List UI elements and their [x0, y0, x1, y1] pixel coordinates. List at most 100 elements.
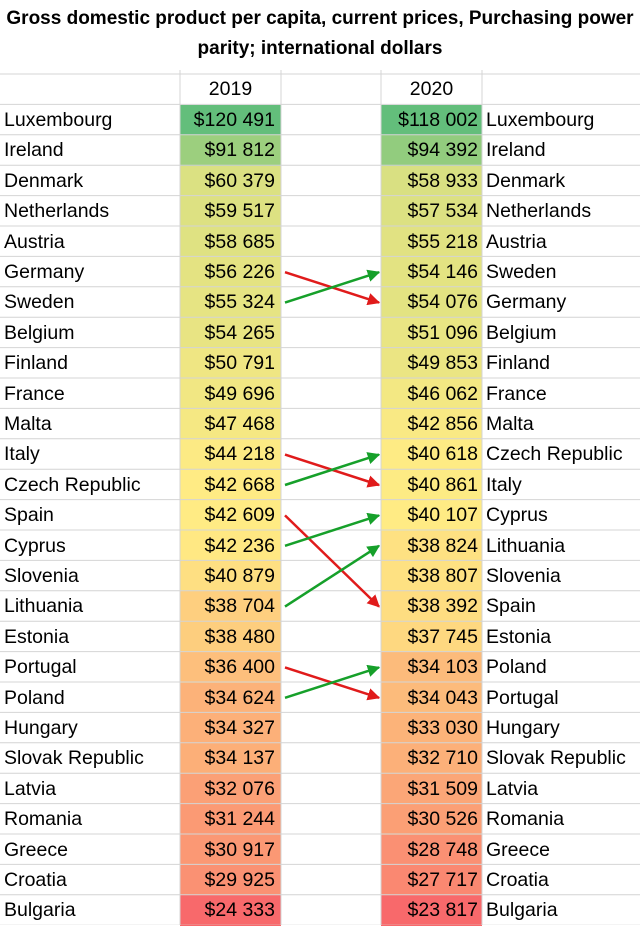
country-label-2020: Malta: [486, 413, 534, 435]
country-label-2020: Belgium: [486, 321, 557, 344]
country-label-2019: Germany: [4, 261, 85, 283]
country-label-2020: Italy: [486, 473, 522, 496]
value-2020: $38 824: [381, 530, 482, 561]
value-2019: $55 324: [180, 287, 281, 318]
country-label-2019: Poland: [4, 686, 65, 709]
value-2020: $55 218: [381, 226, 482, 257]
value-2020: $46 062: [381, 378, 482, 409]
value-2020: $28 748: [381, 834, 482, 865]
value-2020: $34 043: [381, 682, 482, 713]
country-label-2020: Luxembourg: [486, 109, 595, 131]
country-label-2020: Croatia: [486, 869, 549, 891]
country-label-2020: Romania: [486, 808, 565, 831]
country-label-2019: Czech Republic: [4, 473, 141, 496]
value-2019: $49 696: [180, 378, 281, 409]
year-header-2020: 2020: [409, 78, 454, 100]
value-2019: $38 704: [180, 591, 281, 622]
country-label-2020: Cyprus: [486, 504, 548, 527]
country-label-2019: Ireland: [4, 139, 64, 162]
country-label-2019: Latvia: [4, 777, 57, 800]
value-2020: $34 103: [381, 652, 482, 683]
country-label-2019: France: [4, 382, 65, 405]
country-label-2020: Poland: [486, 656, 547, 679]
country-label-2019: Netherlands: [4, 200, 110, 223]
value-2019: $59 517: [180, 196, 281, 227]
country-label-2020: Denmark: [486, 169, 566, 192]
rank-change-arrow-up: [284, 269, 381, 304]
value-2020: $118 002: [381, 105, 482, 136]
value-2019: $38 480: [180, 621, 281, 653]
value-2019: $24 333: [180, 895, 281, 926]
country-label-2020: Sweden: [486, 261, 557, 283]
value-2020: $27 717: [381, 865, 482, 896]
rank-change-arrow-down: [284, 453, 381, 488]
country-label-2019: Portugal: [4, 656, 77, 679]
country-label-2019: Cyprus: [4, 534, 66, 557]
rank-change-arrow-down: [284, 514, 380, 608]
value-2020: $42 856: [381, 409, 482, 440]
value-2019: $36 400: [180, 652, 281, 683]
value-2020: $33 030: [381, 713, 482, 744]
country-label-2020: Lithuania: [486, 534, 566, 557]
country-label-2020: Greece: [486, 838, 550, 861]
country-label-2019: Finland: [4, 352, 68, 375]
value-2019: $44 218: [180, 439, 281, 470]
country-label-2020: Ireland: [486, 139, 546, 162]
value-2019: $34 327: [180, 713, 281, 744]
country-label-2020: Austria: [486, 230, 547, 253]
value-2019: $56 226: [180, 257, 281, 288]
value-2019: $42 236: [180, 530, 281, 561]
value-2019: $42 609: [180, 500, 281, 531]
country-label-2019: Austria: [4, 230, 65, 253]
chart-title: Gross domestic product per capita, curre…: [6, 8, 634, 59]
country-label-2020: Czech Republic: [486, 443, 623, 466]
country-label-2019: Luxembourg: [4, 109, 113, 131]
value-2020: $51 096: [381, 317, 482, 349]
country-label-2019: Denmark: [4, 169, 84, 192]
value-2020: $31 509: [381, 773, 482, 805]
country-label-2020: Bulgaria: [486, 899, 558, 922]
value-2019: $42 668: [180, 469, 281, 501]
value-2020: $38 807: [381, 561, 482, 592]
value-2020: $57 534: [381, 196, 482, 227]
country-label-2020: Finland: [486, 352, 550, 375]
rank-change-arrow-up: [284, 512, 381, 547]
country-label-2020: Portugal: [486, 686, 559, 709]
value-2019: $34 137: [180, 743, 281, 774]
value-2019: $120 491: [180, 105, 281, 136]
value-2020: $54 146: [381, 257, 482, 288]
value-2019: $30 917: [180, 834, 281, 865]
country-label-2019: Sweden: [4, 291, 75, 314]
value-2019: $58 685: [180, 226, 281, 257]
rank-change-arrow-down: [284, 666, 381, 701]
value-2020: $58 933: [381, 165, 482, 197]
value-2019: $31 244: [180, 804, 281, 835]
value-2019: $29 925: [180, 865, 281, 896]
country-label-2019: Bulgaria: [4, 899, 76, 922]
country-label-2020: Slovak Republic: [486, 747, 626, 770]
country-label-2020: Slovenia: [486, 565, 561, 587]
country-label-2019: Slovak Republic: [4, 747, 144, 770]
value-2019: $91 812: [180, 135, 281, 166]
value-2020: $23 817: [381, 895, 482, 926]
value-2019: $54 265: [180, 317, 281, 349]
value-2020: $37 745: [381, 621, 482, 653]
country-label-2019: Lithuania: [4, 595, 84, 618]
country-label-2019: Hungary: [4, 717, 78, 739]
value-2020: $49 853: [381, 348, 482, 379]
value-2020: $30 526: [381, 804, 482, 835]
country-label-2020: Netherlands: [486, 200, 592, 223]
country-label-2020: Latvia: [486, 777, 539, 800]
year-header-2019: 2019: [208, 78, 253, 100]
value-2019: $32 076: [180, 773, 281, 805]
value-2020: $38 392: [381, 591, 482, 622]
country-label-2020: Spain: [486, 595, 536, 618]
value-2020: $40 861: [381, 469, 482, 501]
value-2019: $40 879: [180, 561, 281, 592]
value-2020: $54 076: [381, 287, 482, 318]
value-2020: $94 392: [381, 135, 482, 166]
rank-change-arrow-down: [284, 271, 381, 306]
country-label-2019: Greece: [4, 838, 68, 861]
value-2019: $60 379: [180, 165, 281, 197]
rank-change-arrow-up: [284, 664, 381, 699]
